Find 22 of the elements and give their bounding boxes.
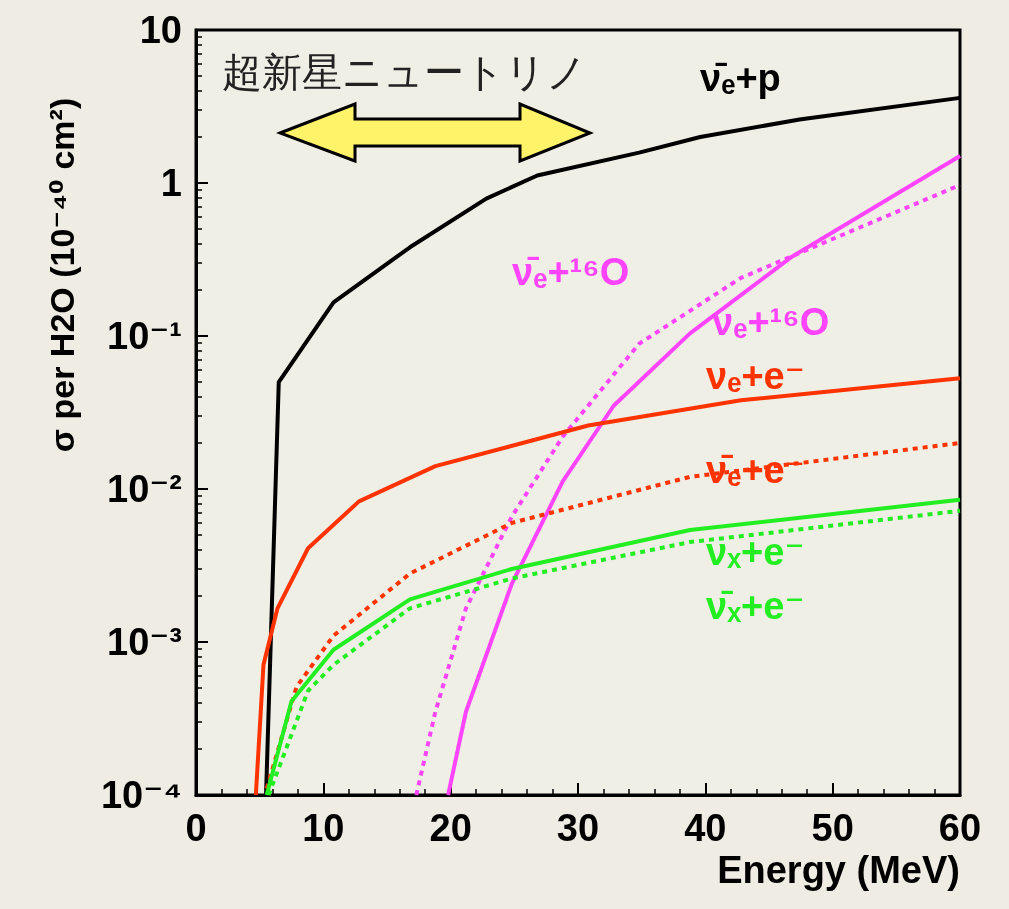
- x-tick-label: 10: [302, 807, 345, 849]
- y-tick-label: 10⁻²: [107, 468, 182, 510]
- series-label: ν̄ₑ+p: [700, 57, 781, 99]
- y-tick-label: 10: [139, 9, 182, 51]
- y-tick-label: 1: [160, 162, 182, 204]
- series-label: νₑ+e⁻: [706, 355, 805, 397]
- x-tick-label: 0: [185, 807, 207, 849]
- series-label: ν̄ₑ+¹⁶O: [512, 251, 630, 293]
- y-tick-label: 10⁻³: [107, 621, 182, 663]
- annotation: 超新星ニュートリノ: [222, 49, 587, 95]
- y-tick-label: 10⁻⁴: [100, 774, 182, 816]
- x-tick-label: 40: [684, 807, 727, 849]
- x-axis-title: Energy (MeV): [717, 849, 960, 891]
- x-tick-label: 50: [811, 807, 854, 849]
- series-label: νₑ+¹⁶O: [712, 301, 830, 343]
- y-axis-title: σ per H2O (10⁻⁴⁰ cm²): [43, 97, 81, 453]
- x-tick-label: 20: [429, 807, 472, 849]
- series-label: ν̄ₓ+e⁻: [706, 585, 805, 627]
- series-label: νₓ+e⁻: [706, 531, 805, 573]
- y-tick-label: 10⁻¹: [107, 315, 182, 357]
- x-tick-label: 60: [938, 807, 982, 849]
- x-tick-label: 30: [556, 807, 600, 849]
